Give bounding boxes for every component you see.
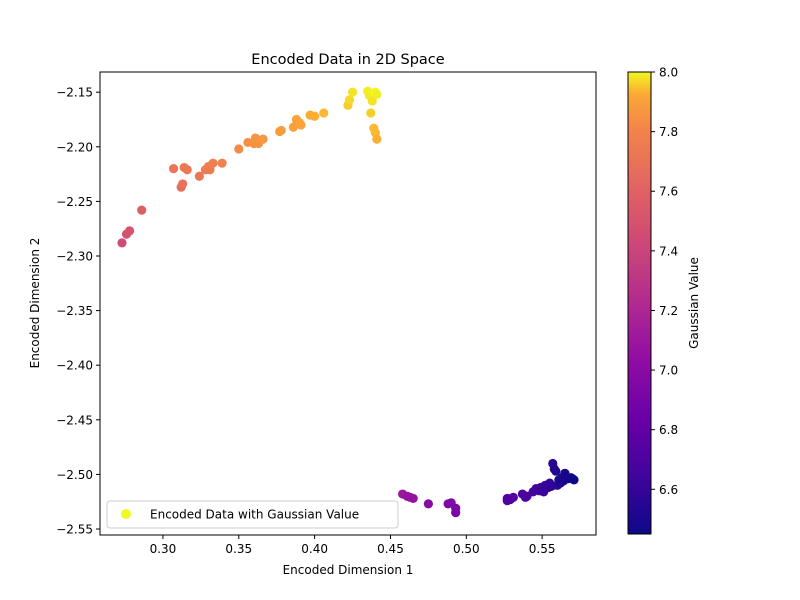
y-tick-label: −2.25 xyxy=(56,195,93,209)
data-point xyxy=(372,134,382,144)
data-point xyxy=(234,144,244,154)
data-point xyxy=(451,508,461,518)
data-point xyxy=(367,96,377,106)
x-axis-ticks: 0.30 0.35 0.40 0.45 0.50 0.55 xyxy=(150,535,556,556)
colorbar-tick-label: 7.8 xyxy=(659,125,678,139)
colorbar-tick-label: 7.2 xyxy=(659,304,678,318)
data-point xyxy=(366,108,376,118)
data-point xyxy=(117,238,127,248)
data-point xyxy=(408,493,418,504)
x-tick-label: 0.55 xyxy=(529,542,556,556)
data-point xyxy=(344,95,355,105)
colorbar-tick-label: 8.0 xyxy=(659,66,678,80)
data-point xyxy=(423,499,433,509)
legend-label: Encoded Data with Gaussian Value xyxy=(150,508,359,522)
x-axis-label: Encoded Dimension 1 xyxy=(283,563,414,577)
data-point xyxy=(137,205,147,215)
data-point xyxy=(124,226,135,236)
data-point xyxy=(217,158,227,168)
data-point xyxy=(258,134,268,144)
y-tick-label: −2.30 xyxy=(56,249,93,263)
data-point xyxy=(372,89,382,99)
data-point xyxy=(168,164,179,174)
data-point xyxy=(194,171,204,181)
y-tick-label: −2.35 xyxy=(56,304,93,318)
colorbar-tick-label: 7.4 xyxy=(659,244,678,258)
y-tick-label: −2.45 xyxy=(56,413,93,427)
data-point xyxy=(551,466,561,476)
colorbar-gradient xyxy=(627,71,652,535)
plot-area-frame xyxy=(99,71,597,536)
y-tick-label: −2.20 xyxy=(56,140,93,154)
data-point xyxy=(208,158,218,168)
data-point xyxy=(508,492,518,502)
colorbar-tick-label: 6.6 xyxy=(659,483,678,497)
y-tick-label: −2.55 xyxy=(56,522,93,536)
y-axis-ticks: −2.15 −2.20 −2.25 −2.30 −2.35 −2.40 −2.45 −2.50… xyxy=(56,86,100,536)
data-point xyxy=(276,125,286,136)
x-tick-label: 0.50 xyxy=(453,542,480,556)
colorbar-tick-label: 7.6 xyxy=(659,185,678,199)
y-tick-label: −2.40 xyxy=(56,359,93,373)
x-tick-label: 0.45 xyxy=(377,542,404,556)
colorbar-tick-label: 7.0 xyxy=(659,364,678,378)
data-point xyxy=(178,179,188,189)
data-point xyxy=(569,475,579,485)
legend-marker xyxy=(121,509,131,519)
legend: Encoded Data with Gaussian Value xyxy=(106,500,399,529)
legend-box xyxy=(106,500,399,529)
data-point xyxy=(310,111,320,121)
data-point xyxy=(182,165,192,175)
data-point xyxy=(296,120,306,130)
data-point xyxy=(319,108,329,118)
x-tick-label: 0.40 xyxy=(301,542,328,556)
colorbar-ticks: 6.6 6.8 7.0 7.2 7.4 7.6 7.8 8.0 xyxy=(651,66,678,497)
x-tick-label: 0.35 xyxy=(225,542,252,556)
chart-title: Encoded Data in 2D Space xyxy=(251,52,444,68)
y-tick-label: −2.15 xyxy=(56,86,93,100)
x-tick-label: 0.30 xyxy=(150,542,177,556)
data-point xyxy=(347,87,358,97)
colorbar-tick-label: 6.8 xyxy=(659,423,678,437)
colorbar-label: Gaussian Value xyxy=(687,257,701,349)
y-axis-label: Encoded Dimension 2 xyxy=(28,238,42,369)
colorbar: 6.6 6.8 7.0 7.2 7.4 7.6 7.8 8.0 Gaussian Value xyxy=(627,66,701,535)
points-layer xyxy=(117,86,579,518)
y-tick-label: −2.50 xyxy=(56,468,93,482)
